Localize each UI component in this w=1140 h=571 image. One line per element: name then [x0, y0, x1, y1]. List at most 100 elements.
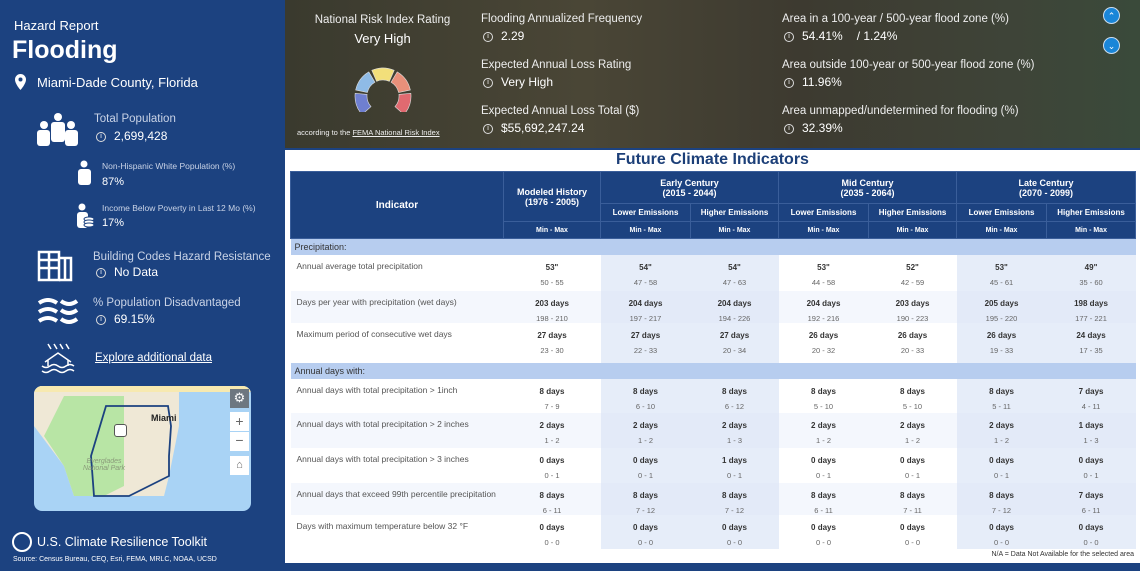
value-range: 6 - 11: [542, 506, 562, 515]
projected-value: 8 days: [722, 387, 747, 396]
value-cell: 26 days 19 - 33: [956, 323, 1047, 363]
period-years: (2070 - 2099): [1019, 187, 1074, 198]
info-icon[interactable]: i: [96, 314, 106, 325]
projected-value: 8 days: [722, 491, 747, 500]
scroll-down-button[interactable]: ⌄: [1103, 37, 1120, 54]
projected-value: 8 days: [633, 387, 658, 396]
projected-value: 2 days: [633, 421, 658, 430]
value-range: 195 - 220: [985, 314, 1018, 323]
projected-value: 24 days: [1076, 331, 1106, 340]
nri-note: according to the FEMA National Risk Inde…: [297, 128, 440, 137]
value-range: 7 - 12: [724, 506, 745, 515]
zoom-out-button[interactable]: −: [230, 432, 249, 451]
value-range: 1 - 2: [905, 436, 921, 445]
value-cell: 0 days 0 - 0: [869, 515, 957, 549]
info-icon[interactable]: i: [784, 77, 794, 88]
projected-value: 0 days: [811, 523, 836, 532]
map[interactable]: 41 Miami Everglades National Park ⚙ + − …: [34, 386, 251, 511]
minmax-header: Min - Max: [690, 221, 779, 239]
explore-data-link[interactable]: Explore additional data: [95, 352, 212, 364]
bottom-bar: [285, 563, 1140, 571]
value-range: 1 - 2: [815, 436, 831, 445]
white-population-value: 87%: [102, 176, 125, 188]
info-icon[interactable]: i: [483, 31, 493, 42]
climate-table: Indicator Modeled History (1976 - 2005) E…: [290, 171, 1137, 549]
climate-indicators-panel: Future Climate Indicators Indicator Mode…: [285, 150, 1140, 563]
info-icon[interactable]: i: [483, 123, 493, 134]
value-cell: 8 days 6 - 11: [778, 483, 869, 515]
building-icon: [37, 250, 74, 287]
settings-gear-icon[interactable]: ⚙: [230, 389, 249, 408]
value-range: 7 - 12: [635, 506, 656, 515]
building-codes: i No Data: [96, 265, 158, 279]
value-range: 0 - 1: [994, 471, 1010, 480]
value-cell: 8 days 6 - 12: [690, 379, 779, 413]
value-range: 1 - 2: [637, 436, 653, 445]
value-cell: 0 days 0 - 0: [690, 515, 779, 549]
fema-nri-link[interactable]: FEMA National Risk Index: [352, 128, 440, 137]
poverty-label: Income Below Poverty in Last 12 Mo (%): [102, 203, 256, 213]
value-cell: 205 days 195 - 220: [956, 291, 1047, 323]
location-pin-icon: [15, 74, 26, 90]
info-icon[interactable]: i: [784, 31, 794, 42]
projected-value: 26 days: [808, 331, 839, 340]
gauge-segment: [394, 92, 412, 112]
projected-value: 7 days: [1078, 387, 1104, 396]
info-icon[interactable]: i: [96, 267, 106, 278]
projected-value: 1 days: [1078, 421, 1104, 430]
table-row: Annual days with total precipitation > 3…: [291, 448, 1136, 483]
projected-value: 53": [995, 263, 1008, 272]
projected-value: 49": [1084, 263, 1098, 272]
projected-value: 0 days: [1078, 456, 1104, 465]
period-name: Early Century: [660, 177, 719, 188]
value-range: 19 - 33: [989, 346, 1014, 355]
value-cell: 52" 42 - 59: [869, 255, 957, 291]
value-range: 20 - 32: [811, 346, 836, 355]
value-cell: 203 days 190 - 223: [868, 291, 957, 323]
value-cell: 198 days 177 - 221: [1046, 291, 1136, 323]
unmapped-value: 32.39%: [802, 121, 843, 135]
info-icon[interactable]: i: [96, 131, 106, 142]
history-header: Modeled History (1976 - 2005): [503, 171, 601, 222]
minmax-header: Min - Max: [778, 221, 869, 239]
home-icon[interactable]: ⌂: [230, 456, 249, 475]
minmax-header: Min - Max: [956, 221, 1048, 239]
value-range: 22 - 33: [633, 346, 658, 355]
person-coins-icon: [76, 203, 95, 234]
value-cell: 8 days 7 - 11: [868, 483, 957, 515]
projected-value: 204 days: [806, 299, 841, 308]
value-cell: 8 days 5 - 11: [956, 379, 1047, 413]
value-range: 4 - 11: [1081, 402, 1101, 411]
info-icon[interactable]: i: [483, 77, 493, 88]
unmapped-label: Area unmapped/undetermined for flooding …: [782, 105, 1019, 117]
table-row: Days with maximum temperature below 32 °…: [291, 515, 1136, 549]
value-range: 45 - 61: [989, 278, 1014, 287]
history-years: (1976 - 2005): [524, 196, 580, 207]
value-range: 0 - 1: [544, 471, 560, 480]
value-cell: 1 days 0 - 1: [690, 448, 779, 483]
zone-100-value: 54.41%: [802, 29, 843, 43]
projected-value: 1 days: [722, 456, 747, 465]
section-title: Precipitation:: [290, 238, 1136, 255]
scroll-up-button[interactable]: ⌃: [1103, 7, 1120, 24]
info-icon[interactable]: i: [784, 123, 794, 134]
value-cell: 8 days 6 - 10: [600, 379, 691, 413]
projected-value: 8 days: [989, 387, 1014, 396]
person-icon: [77, 160, 92, 191]
zoom-in-button[interactable]: +: [230, 412, 249, 431]
value-cell: 0 days 0 - 1: [869, 448, 957, 483]
outside-label: Area outside 100-year or 500-year flood …: [782, 59, 1035, 71]
value-cell: 204 days 194 - 226: [690, 291, 779, 323]
nri-note-text: according to the: [297, 128, 353, 137]
value-cell: 53" 45 - 61: [956, 255, 1047, 291]
indicator-name: Annual average total precipitation: [296, 261, 423, 271]
white-population-label: Non-Hispanic White Population (%): [102, 161, 236, 171]
value-cell: 0 days 0 - 0: [1046, 515, 1136, 549]
value-range: 0 - 0: [544, 538, 560, 547]
value-range: 177 - 221: [1075, 314, 1107, 323]
value-range: 0 - 0: [726, 538, 742, 547]
table-row: Annual days with total precipitation > 2…: [290, 413, 1136, 448]
hazard-title: Flooding: [12, 36, 118, 64]
value-range: 6 - 10: [635, 402, 656, 411]
total-population-value: 2,699,428: [114, 129, 168, 143]
